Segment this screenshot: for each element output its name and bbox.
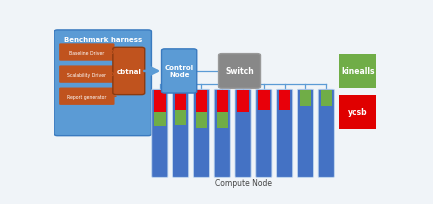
FancyBboxPatch shape: [162, 50, 197, 94]
FancyBboxPatch shape: [256, 90, 272, 177]
FancyBboxPatch shape: [59, 66, 114, 83]
FancyBboxPatch shape: [318, 90, 334, 177]
FancyBboxPatch shape: [173, 90, 189, 177]
FancyBboxPatch shape: [297, 90, 313, 177]
FancyBboxPatch shape: [339, 96, 376, 129]
Bar: [154, 90, 165, 112]
Text: Control
Node: Control Node: [165, 65, 194, 78]
Bar: [175, 90, 186, 111]
Text: cbtnal: cbtnal: [116, 69, 141, 75]
FancyBboxPatch shape: [152, 90, 168, 177]
Text: Baseline Driver: Baseline Driver: [69, 50, 104, 55]
FancyBboxPatch shape: [54, 31, 152, 136]
Bar: [237, 90, 249, 112]
Bar: [154, 112, 165, 126]
FancyBboxPatch shape: [59, 88, 114, 105]
Text: Compute Node: Compute Node: [215, 178, 271, 187]
FancyBboxPatch shape: [113, 48, 145, 95]
FancyBboxPatch shape: [194, 90, 210, 177]
Text: Scalability Driver: Scalability Driver: [68, 72, 107, 77]
FancyBboxPatch shape: [277, 90, 293, 177]
Bar: [216, 112, 228, 128]
Text: Report generator: Report generator: [67, 94, 107, 99]
FancyBboxPatch shape: [339, 55, 376, 88]
Bar: [258, 90, 270, 111]
Bar: [196, 112, 207, 128]
Bar: [175, 111, 186, 125]
Bar: [320, 90, 332, 106]
Bar: [279, 90, 291, 111]
FancyBboxPatch shape: [59, 44, 114, 61]
Bar: [196, 90, 207, 112]
Text: Benchmark harness: Benchmark harness: [64, 37, 142, 43]
FancyBboxPatch shape: [214, 90, 230, 177]
Text: Switch: Switch: [225, 67, 254, 76]
FancyBboxPatch shape: [219, 54, 261, 89]
Text: ycsb: ycsb: [348, 108, 368, 117]
Text: kinealls: kinealls: [341, 67, 375, 76]
Bar: [216, 90, 228, 112]
FancyBboxPatch shape: [235, 90, 251, 177]
Bar: [300, 90, 311, 106]
